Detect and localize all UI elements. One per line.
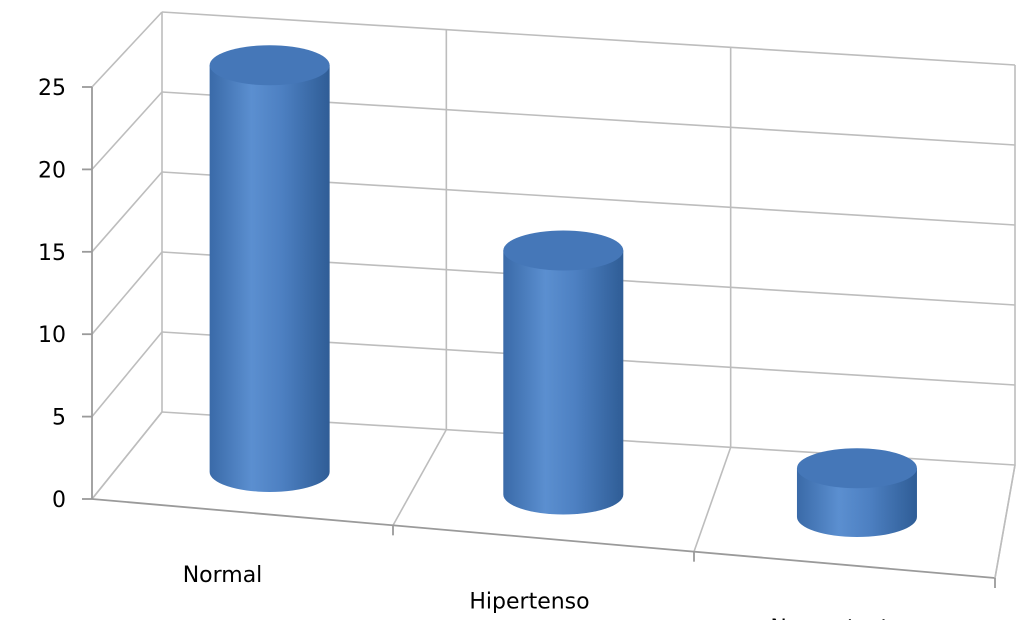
floor-right-edge — [994, 464, 1016, 579]
bar-normal — [209, 45, 330, 492]
labels: 0 5 10 15 20 25 Normal Hipertenso No contesta — [38, 76, 903, 620]
gridline-side-5 — [91, 331, 163, 418]
y-tick-label: 5 — [52, 406, 66, 431]
bar-hipertenso — [503, 230, 624, 515]
gridline-floor-2 — [693, 447, 732, 552]
bar-top — [796, 448, 917, 489]
y-tick-label: 15 — [38, 241, 66, 266]
gridline-back-25 — [161, 11, 1016, 66]
bar-top — [503, 230, 624, 271]
x-axis-line — [91, 498, 996, 579]
bar-body — [503, 250, 624, 515]
gridline-side-10 — [91, 251, 163, 335]
axes — [82, 86, 1016, 588]
y-tick-label: 20 — [38, 158, 66, 183]
y-tick-label: 10 — [38, 323, 66, 348]
x-tick-label: Normal — [183, 563, 263, 588]
x-tick-label: No contesta — [770, 616, 902, 620]
bars — [209, 45, 917, 538]
gridline-floor-1 — [392, 429, 448, 526]
y-tick-label: 25 — [38, 76, 66, 101]
gridline-side-25 — [91, 11, 163, 88]
bar-top — [209, 45, 330, 86]
x-tick-label: Hipertenso — [469, 590, 589, 615]
y-tick-label: 0 — [52, 488, 66, 513]
bar-body — [209, 65, 330, 492]
gridline-side-20 — [91, 91, 163, 170]
gridline-floor-0 — [91, 411, 163, 500]
bar-no-contesta — [796, 448, 917, 538]
gridline-side-15 — [91, 171, 163, 253]
